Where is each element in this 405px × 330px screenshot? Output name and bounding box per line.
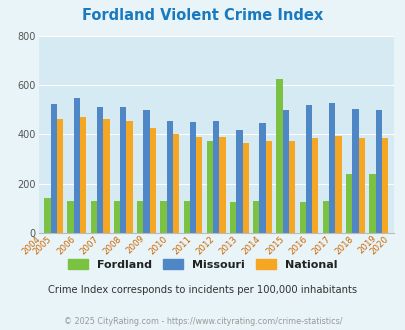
Bar xyxy=(311,138,318,233)
Bar xyxy=(242,143,248,233)
Bar xyxy=(160,201,166,233)
Bar xyxy=(299,202,305,233)
Bar xyxy=(74,98,80,233)
Bar xyxy=(276,79,282,233)
Bar xyxy=(90,201,97,233)
Text: Fordland Violent Crime Index: Fordland Violent Crime Index xyxy=(82,8,323,23)
Bar xyxy=(57,118,63,233)
Legend: Fordland, Missouri, National: Fordland, Missouri, National xyxy=(64,255,341,274)
Bar xyxy=(335,136,341,233)
Bar xyxy=(120,108,126,233)
Text: © 2025 CityRating.com - https://www.cityrating.com/crime-statistics/: © 2025 CityRating.com - https://www.city… xyxy=(64,317,341,326)
Bar xyxy=(190,122,196,233)
Bar xyxy=(375,110,381,233)
Bar xyxy=(206,141,213,233)
Bar xyxy=(219,137,225,233)
Bar xyxy=(381,138,387,233)
Bar xyxy=(196,137,202,233)
Bar xyxy=(173,135,179,233)
Bar xyxy=(143,110,149,233)
Bar xyxy=(230,202,236,233)
Bar xyxy=(322,201,328,233)
Bar xyxy=(253,201,259,233)
Bar xyxy=(80,117,86,233)
Bar xyxy=(114,201,120,233)
Bar xyxy=(236,130,242,233)
Bar xyxy=(345,174,352,233)
Bar xyxy=(358,138,364,233)
Text: Crime Index corresponds to incidents per 100,000 inhabitants: Crime Index corresponds to incidents per… xyxy=(48,285,357,295)
Bar xyxy=(265,141,271,233)
Bar xyxy=(369,174,375,233)
Bar xyxy=(44,198,50,233)
Bar xyxy=(97,108,103,233)
Bar xyxy=(259,123,265,233)
Bar xyxy=(305,105,311,233)
Bar xyxy=(166,121,173,233)
Bar xyxy=(183,201,190,233)
Bar xyxy=(67,201,74,233)
Bar xyxy=(328,103,335,233)
Bar xyxy=(149,128,156,233)
Bar xyxy=(137,201,143,233)
Bar xyxy=(213,121,219,233)
Bar xyxy=(288,141,294,233)
Bar xyxy=(50,104,57,233)
Bar xyxy=(352,109,358,233)
Bar xyxy=(126,121,132,233)
Bar xyxy=(282,110,288,233)
Bar xyxy=(103,118,109,233)
